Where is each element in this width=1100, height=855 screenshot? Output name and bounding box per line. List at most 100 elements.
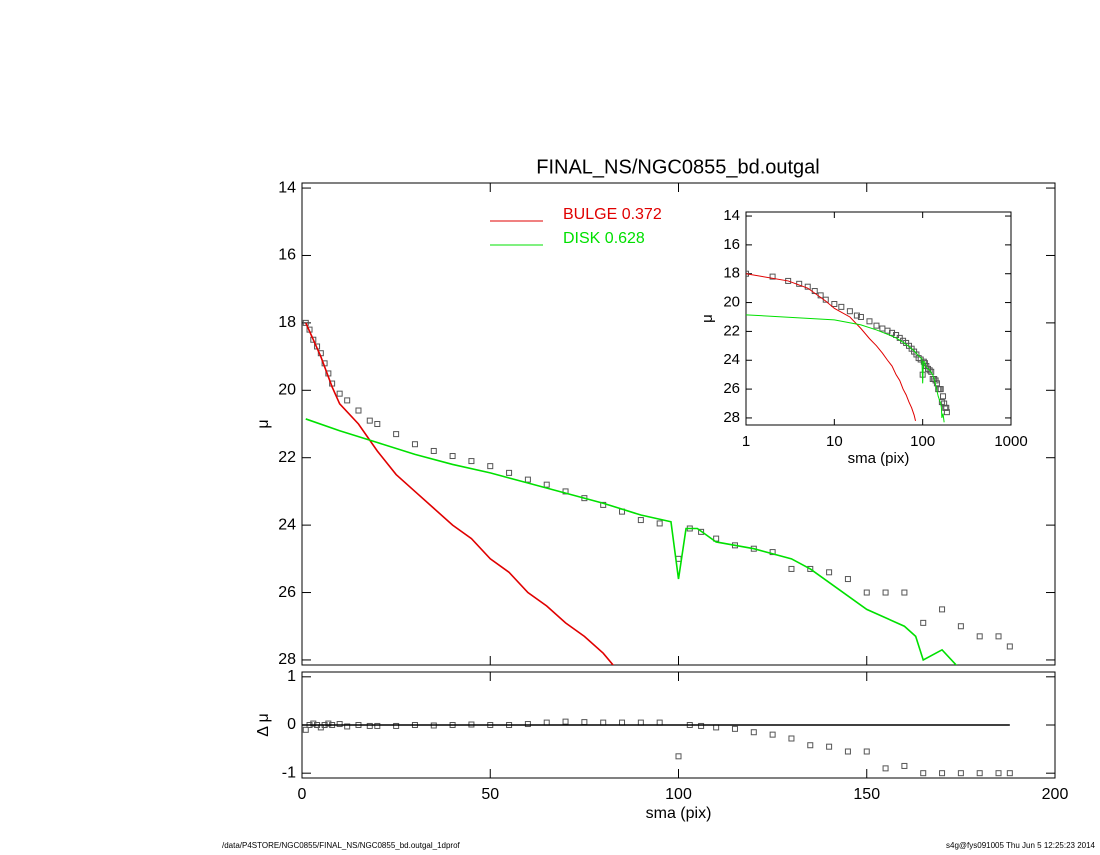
data-point (487, 463, 494, 470)
data-point (524, 476, 531, 483)
data-line (746, 314, 945, 423)
data-point (844, 748, 851, 755)
data-point (846, 308, 853, 315)
data-point (863, 589, 870, 596)
data-point (788, 735, 795, 742)
data-point (310, 720, 317, 727)
legend-label: DISK 0.628 (563, 230, 645, 247)
data-point (873, 322, 880, 329)
data-point (769, 731, 776, 738)
y-tick-label: 24 (723, 351, 740, 368)
data-point (675, 753, 682, 760)
data-point (374, 421, 381, 427)
data-point (995, 633, 1002, 640)
data-point (957, 770, 964, 777)
data-point (336, 390, 343, 397)
data-point (920, 770, 927, 777)
y-tick-label: 14 (723, 207, 740, 224)
data-point (853, 312, 860, 319)
data-point (393, 722, 400, 729)
data-point (302, 319, 309, 326)
data-point (807, 742, 814, 749)
data-point (995, 770, 1002, 777)
data-point (943, 404, 950, 411)
y-tick-label: 22 (723, 322, 740, 339)
data-point (524, 721, 531, 728)
data-point (901, 589, 908, 596)
data-line (305, 418, 958, 665)
data-point (863, 748, 870, 755)
plot-frame (745, 211, 1012, 426)
y-tick-label: 26 (278, 584, 296, 601)
data-point (769, 273, 776, 280)
y-tick-label: 20 (278, 382, 296, 399)
y-tick-label: 0 (287, 716, 296, 733)
data-line (305, 322, 615, 665)
data-point (976, 633, 983, 640)
footer-left: /data/P4STORE/NGC0855/FINAL_NS/NGC0855_b… (222, 841, 461, 850)
y-tick-label: 16 (723, 236, 740, 253)
data-point (857, 313, 864, 320)
plot-area (746, 270, 950, 423)
data-point (731, 725, 738, 732)
data-point (698, 528, 705, 535)
data-point (882, 765, 889, 772)
data-point (939, 606, 946, 613)
y-tick-label: 26 (723, 380, 740, 397)
y-tick-label: 28 (278, 651, 296, 668)
x-tick-label: 100 (665, 786, 692, 803)
data-point (1006, 643, 1013, 650)
data-point (788, 565, 795, 572)
y-axis-label: μ (255, 419, 272, 428)
data-point (826, 743, 833, 750)
x-tick-label: 50 (481, 786, 499, 803)
y-tick-label: 24 (278, 516, 296, 533)
data-point (656, 520, 663, 527)
x-tick-label: 0 (298, 786, 307, 803)
data-point (933, 380, 940, 387)
plot-area (302, 718, 1013, 777)
data-point (1006, 770, 1013, 777)
data-point (506, 469, 513, 476)
data-point (430, 447, 437, 454)
y-tick-label: 1 (287, 668, 296, 685)
data-point (920, 619, 927, 626)
data-point (344, 397, 351, 404)
data-point (928, 368, 935, 375)
data-point (393, 431, 400, 438)
data-point (826, 569, 833, 576)
x-tick-label: 200 (1042, 786, 1069, 803)
data-point (698, 722, 705, 729)
data-point (882, 589, 889, 596)
y-tick-label: 28 (723, 409, 740, 426)
x-axis-label: sma (pix) (848, 450, 910, 467)
y-tick-label: 18 (723, 265, 740, 282)
data-point (807, 565, 814, 572)
x-tick-label: 10 (826, 433, 843, 450)
y-tick-label: -1 (282, 764, 296, 781)
data-point (411, 441, 418, 448)
data-point (831, 301, 838, 308)
x-tick-label: 100 (910, 433, 935, 450)
data-point (750, 729, 757, 736)
data-point (581, 719, 588, 726)
x-tick-label: 1 (742, 433, 750, 450)
data-point (355, 407, 362, 414)
y-tick-label: 22 (278, 449, 296, 466)
data-point (926, 367, 933, 374)
data-point (838, 303, 845, 310)
y-axis-label: Δ μ (255, 713, 272, 736)
inset-background (746, 212, 1011, 425)
data-point (468, 458, 475, 465)
data-point (866, 318, 873, 325)
data-point (637, 517, 644, 524)
y-tick-label: 14 (278, 179, 296, 196)
data-point (302, 726, 309, 733)
footer-right: s4g@fys091005 Thu Jun 5 12:25:23 2014 (946, 841, 1096, 850)
x-tick-label: 150 (853, 786, 880, 803)
x-axis-label: sma (pix) (646, 805, 712, 822)
data-point (366, 722, 373, 729)
data-point (939, 770, 946, 777)
data-point (957, 623, 964, 630)
